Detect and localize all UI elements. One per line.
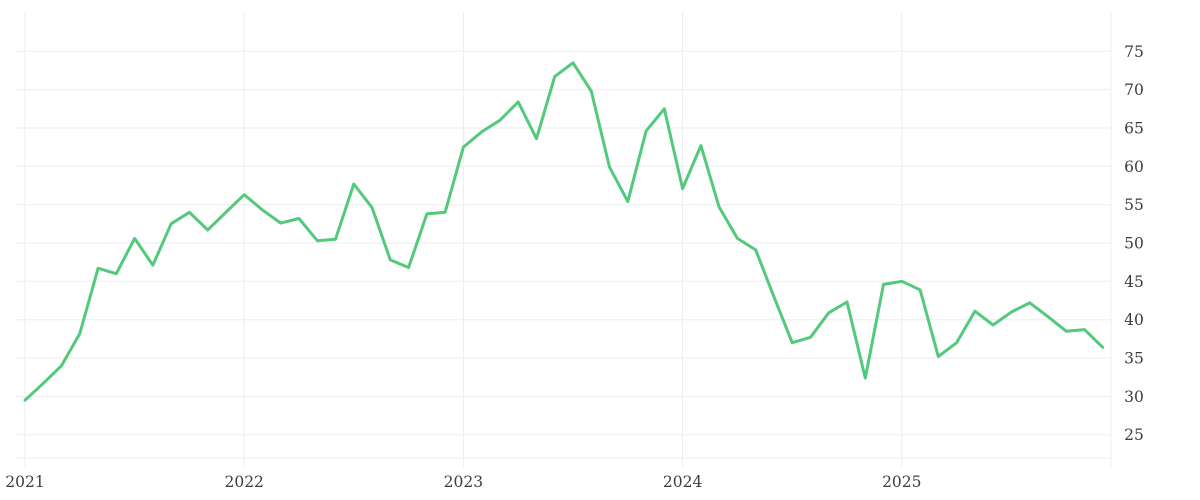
- y-tick-label: 70: [1124, 81, 1144, 99]
- y-tick-label: 55: [1124, 196, 1144, 214]
- y-tick-label: 60: [1124, 158, 1144, 176]
- x-tick-label: 2024: [663, 473, 703, 491]
- x-tick-label: 2022: [224, 473, 263, 491]
- y-tick-label: 35: [1124, 350, 1144, 368]
- x-tick-label: 2021: [5, 473, 44, 491]
- grid-layer: [15, 12, 1112, 467]
- series-layer: [23, 61, 1105, 402]
- y-tick-label: 30: [1124, 388, 1144, 406]
- y-tick-label: 25: [1124, 426, 1144, 444]
- axis-labels: 75 70 65 60 55 50 45 40 35 30 25 2021 2022 2023 2024 20…: [5, 43, 1144, 491]
- y-tick-label: 50: [1124, 235, 1144, 253]
- y-tick-label: 75: [1124, 43, 1144, 61]
- y-tick-label: 40: [1124, 311, 1144, 329]
- series-line: [23, 61, 1105, 402]
- plot-area[interactable]: [25, 12, 1111, 458]
- x-tick-label: 2023: [444, 473, 483, 491]
- x-tick-label: 2025: [882, 473, 921, 491]
- y-tick-label: 65: [1124, 120, 1144, 138]
- y-tick-label: 45: [1124, 273, 1144, 291]
